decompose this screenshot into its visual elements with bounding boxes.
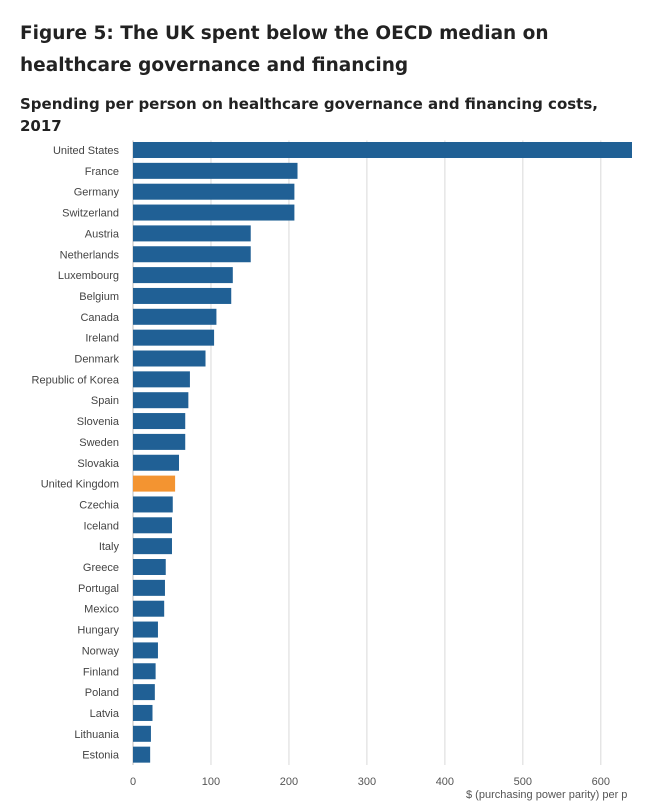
bar[interactable] [133,704,153,721]
bar[interactable] [133,517,172,534]
category-label: United States [53,145,120,157]
bar[interactable] [133,329,215,346]
x-axis-label: $ (purchasing power parity) per p [466,789,628,801]
category-label: Spain [91,395,119,407]
x-tick-label: 200 [280,776,298,788]
category-label: Poland [85,687,119,699]
category-label: Belgium [79,291,119,303]
category-label: Switzerland [62,208,119,220]
category-label: Netherlands [60,249,120,261]
bar[interactable] [133,559,166,575]
bar[interactable] [133,600,165,617]
category-label: Greece [83,562,119,574]
chart-subtitle: Spending per person on healthcare govern… [20,95,598,135]
bar[interactable] [133,642,158,659]
bar[interactable] [133,496,173,513]
chart-title: Figure 5: The UK spent below the OECD me… [20,23,549,76]
bar[interactable] [133,725,151,742]
x-axis-tick-labels: 0 100 200 300 400 500 600 [130,776,610,788]
bar[interactable] [133,267,233,284]
category-label: Latvia [90,708,120,720]
category-labels: United States France Germany Switzerland Aus… [32,145,120,762]
category-label: Norway [82,645,120,657]
x-tick-label: 600 [592,776,610,788]
x-tick-label: 400 [436,776,454,788]
bar[interactable] [133,162,298,179]
category-label: Estonia [82,750,120,762]
category-label: Sweden [79,437,119,449]
category-label: Portugal [78,583,119,595]
category-label: Canada [80,312,119,324]
bar[interactable] [133,225,251,242]
bar[interactable] [133,746,151,763]
bar[interactable] [133,663,156,680]
category-label: Denmark [74,354,119,366]
bar[interactable] [133,308,217,325]
category-label: France [85,166,119,178]
x-tick-label: 300 [358,776,376,788]
bar[interactable] [133,538,172,555]
bar[interactable] [133,287,232,304]
category-label: Finland [83,666,119,678]
bar[interactable] [133,350,206,367]
bar[interactable] [133,684,155,701]
bar[interactable] [133,475,176,492]
bar[interactable] [133,183,295,200]
category-label: Slovakia [77,458,119,470]
bar[interactable] [133,246,251,263]
category-label: Iceland [84,520,119,532]
x-tick-label: 0 [130,776,136,788]
category-label: Italy [99,541,120,553]
category-label: Czechia [79,499,120,511]
x-tick-label: 500 [514,776,532,788]
category-label: Slovenia [77,416,120,428]
bars [133,142,632,763]
category-label: Mexico [84,604,119,616]
bar[interactable] [133,433,186,450]
category-label: Germany [74,187,120,199]
x-tick-label: 100 [202,776,220,788]
bar[interactable] [133,621,158,638]
bar[interactable] [133,142,632,158]
bar[interactable] [133,392,189,409]
category-label: Republic of Korea [32,374,120,386]
bar[interactable] [133,204,295,221]
category-label: United Kingdom [41,479,119,491]
category-label: Lithuania [74,729,120,741]
bar[interactable] [133,413,186,430]
category-label: Hungary [77,625,119,637]
category-label: Ireland [85,333,119,345]
category-label: Luxembourg [58,270,119,282]
category-label: Austria [85,228,120,240]
bar[interactable] [133,454,180,471]
bar[interactable] [133,579,165,596]
gridlines [132,140,602,765]
bar[interactable] [133,371,190,388]
